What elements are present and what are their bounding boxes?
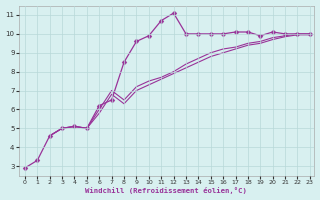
X-axis label: Windchill (Refroidissement éolien,°C): Windchill (Refroidissement éolien,°C) (85, 187, 247, 194)
